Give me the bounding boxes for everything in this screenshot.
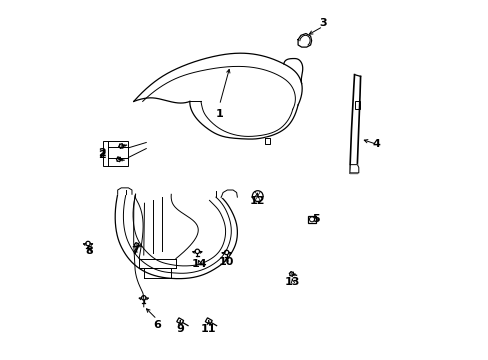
Text: 4: 4 [372, 139, 380, 149]
Text: 2: 2 [98, 150, 105, 160]
Text: 3: 3 [319, 18, 326, 28]
Polygon shape [264, 138, 270, 144]
Text: 6: 6 [153, 320, 161, 330]
Text: 8: 8 [85, 247, 93, 256]
Text: 7: 7 [131, 247, 139, 256]
Text: 11: 11 [201, 324, 216, 334]
Polygon shape [221, 190, 237, 197]
Text: 13: 13 [285, 277, 300, 287]
Polygon shape [118, 188, 132, 194]
Text: 14: 14 [192, 259, 207, 269]
Text: 12: 12 [249, 197, 264, 206]
Text: 10: 10 [219, 257, 234, 267]
Text: 2: 2 [98, 148, 105, 158]
Polygon shape [298, 33, 311, 47]
Text: 1: 1 [215, 109, 223, 119]
Text: 9: 9 [176, 324, 184, 334]
Text: 5: 5 [311, 214, 319, 224]
Polygon shape [349, 165, 358, 173]
